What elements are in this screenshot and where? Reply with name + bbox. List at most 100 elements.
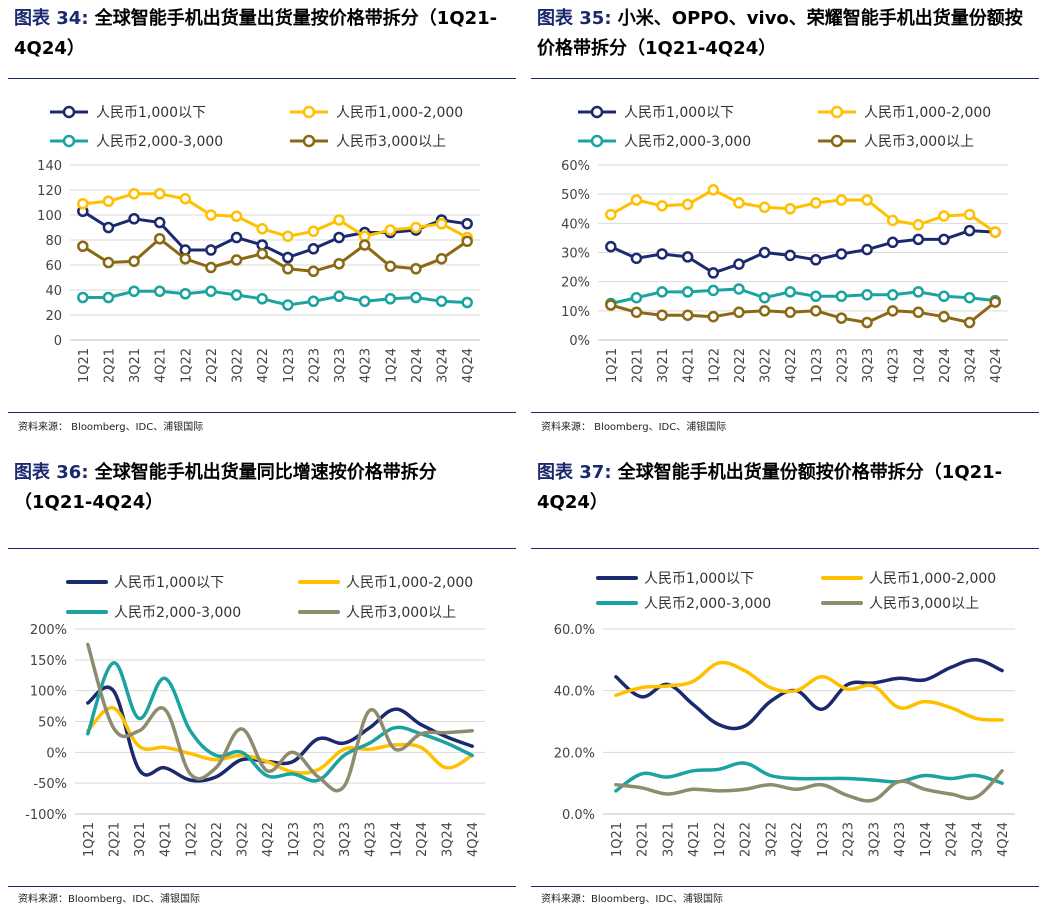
data-point xyxy=(102,291,115,304)
y-tick-label: 0.0% xyxy=(562,808,595,823)
data-point xyxy=(307,243,320,255)
x-tick-label: 3Q23 xyxy=(338,822,353,857)
data-point xyxy=(784,203,796,215)
series-line xyxy=(86,642,474,793)
legend-marker xyxy=(830,105,844,119)
x-tick-label: 1Q24 xyxy=(384,348,399,383)
line-chart-fig35: 0% 10% 20% 30% 40% 50% 60% 1Q21 2Q21 3Q21 4Q21 1Q22… xyxy=(561,105,1008,383)
legend-label: 人民币1,000-2,000 xyxy=(346,575,473,591)
data-point xyxy=(282,299,294,311)
x-tick-label: 2Q24 xyxy=(415,822,430,857)
data-point xyxy=(153,188,166,200)
x-tick-label: 2Q24 xyxy=(410,348,425,383)
y-tick-label: 40 xyxy=(45,284,62,299)
x-tick-label: 2Q23 xyxy=(835,348,850,383)
data-point xyxy=(681,198,694,211)
title-divider xyxy=(531,78,1039,79)
legend-marker xyxy=(62,134,76,148)
data-point xyxy=(810,254,822,266)
data-point xyxy=(461,296,473,309)
data-point xyxy=(938,210,950,222)
data-point xyxy=(230,210,243,222)
x-tick-label: 3Q24 xyxy=(964,348,979,383)
y-tick-label: 50% xyxy=(38,716,67,731)
data-point xyxy=(282,263,294,275)
data-point xyxy=(128,255,140,267)
line-chart-fig34: 0 20 40 60 80 100 120 140 1Q21 2Q21 3Q21 4Q21 1Q22 2Q… xyxy=(37,105,480,383)
y-tick-label: 20.0% xyxy=(554,746,595,761)
data-point xyxy=(758,305,771,317)
y-tick-label: 0% xyxy=(46,746,67,761)
data-point xyxy=(886,236,899,249)
data-point xyxy=(77,291,89,304)
series-line xyxy=(86,661,474,783)
series-line xyxy=(81,237,469,273)
x-tick-label: 1Q21 xyxy=(605,348,620,383)
legend-label: 人民币3,000以上 xyxy=(336,134,446,150)
data-point xyxy=(681,251,694,263)
x-tick-label: 3Q24 xyxy=(970,822,985,857)
data-point xyxy=(707,267,720,279)
panel-title: 图表 37: 全球智能手机出货量份额按价格带拆分（1Q21-4Q24） xyxy=(537,458,1037,518)
y-tick-label: 40.0% xyxy=(554,685,595,700)
data-point xyxy=(733,258,745,270)
x-tick-label: 2Q21 xyxy=(630,348,645,383)
data-point xyxy=(707,310,720,323)
panel-title: 图表 36: 全球智能手机出货量同比增速按价格带拆分（1Q21-4Q24） xyxy=(14,458,514,518)
data-point xyxy=(656,248,668,260)
data-point xyxy=(256,293,268,305)
data-point xyxy=(707,284,720,297)
data-point xyxy=(153,233,166,245)
y-tick-label: 30% xyxy=(561,247,590,262)
data-point xyxy=(784,286,796,298)
y-tick-label: 140 xyxy=(37,159,62,174)
series-line xyxy=(609,229,997,275)
data-point xyxy=(102,221,115,234)
data-point xyxy=(733,197,745,209)
data-point xyxy=(605,208,617,221)
data-point xyxy=(205,209,217,221)
x-tick-label: 3Q24 xyxy=(436,348,451,383)
data-point xyxy=(630,291,643,304)
data-point xyxy=(282,230,294,242)
data-point xyxy=(810,305,822,317)
series-line xyxy=(86,685,474,783)
y-tick-label: 100% xyxy=(30,685,67,700)
x-tick-label: 1Q22 xyxy=(707,348,722,383)
x-tick-label: 1Q24 xyxy=(912,348,927,383)
series-line xyxy=(609,287,997,305)
data-point xyxy=(307,265,320,277)
data-point xyxy=(230,231,243,244)
data-point xyxy=(358,295,371,307)
y-tick-label: -50% xyxy=(33,777,67,792)
data-point xyxy=(102,195,115,207)
figure-number: 图表 36: xyxy=(14,462,89,483)
data-point xyxy=(912,286,925,298)
data-point xyxy=(230,254,243,266)
data-point xyxy=(333,214,345,226)
x-tick-label: 3Q23 xyxy=(861,348,876,383)
source-note: 资料来源： Bloomberg、IDC、浦银国际 xyxy=(18,422,204,433)
data-point xyxy=(333,290,345,302)
y-tick-label: 200% xyxy=(30,623,67,638)
x-tick-label: 1Q21 xyxy=(82,822,97,857)
data-point xyxy=(835,248,848,260)
x-tick-label: 1Q22 xyxy=(713,822,728,857)
data-point xyxy=(605,299,617,311)
data-point xyxy=(938,310,950,323)
series-line xyxy=(81,192,469,239)
legend-marker xyxy=(830,134,844,148)
data-point xyxy=(205,261,217,274)
source-divider xyxy=(531,412,1039,413)
legend-marker xyxy=(590,105,604,119)
series-line xyxy=(609,300,997,324)
data-point xyxy=(656,286,668,298)
data-point xyxy=(77,240,89,252)
x-tick-label: 1Q23 xyxy=(816,822,831,857)
x-tick-label: 2Q22 xyxy=(733,348,748,383)
data-point xyxy=(912,306,925,319)
x-tick-label: 2Q24 xyxy=(938,348,953,383)
data-point xyxy=(681,286,694,298)
x-tick-label: 4Q21 xyxy=(687,822,702,857)
y-tick-label: 80 xyxy=(45,234,62,249)
